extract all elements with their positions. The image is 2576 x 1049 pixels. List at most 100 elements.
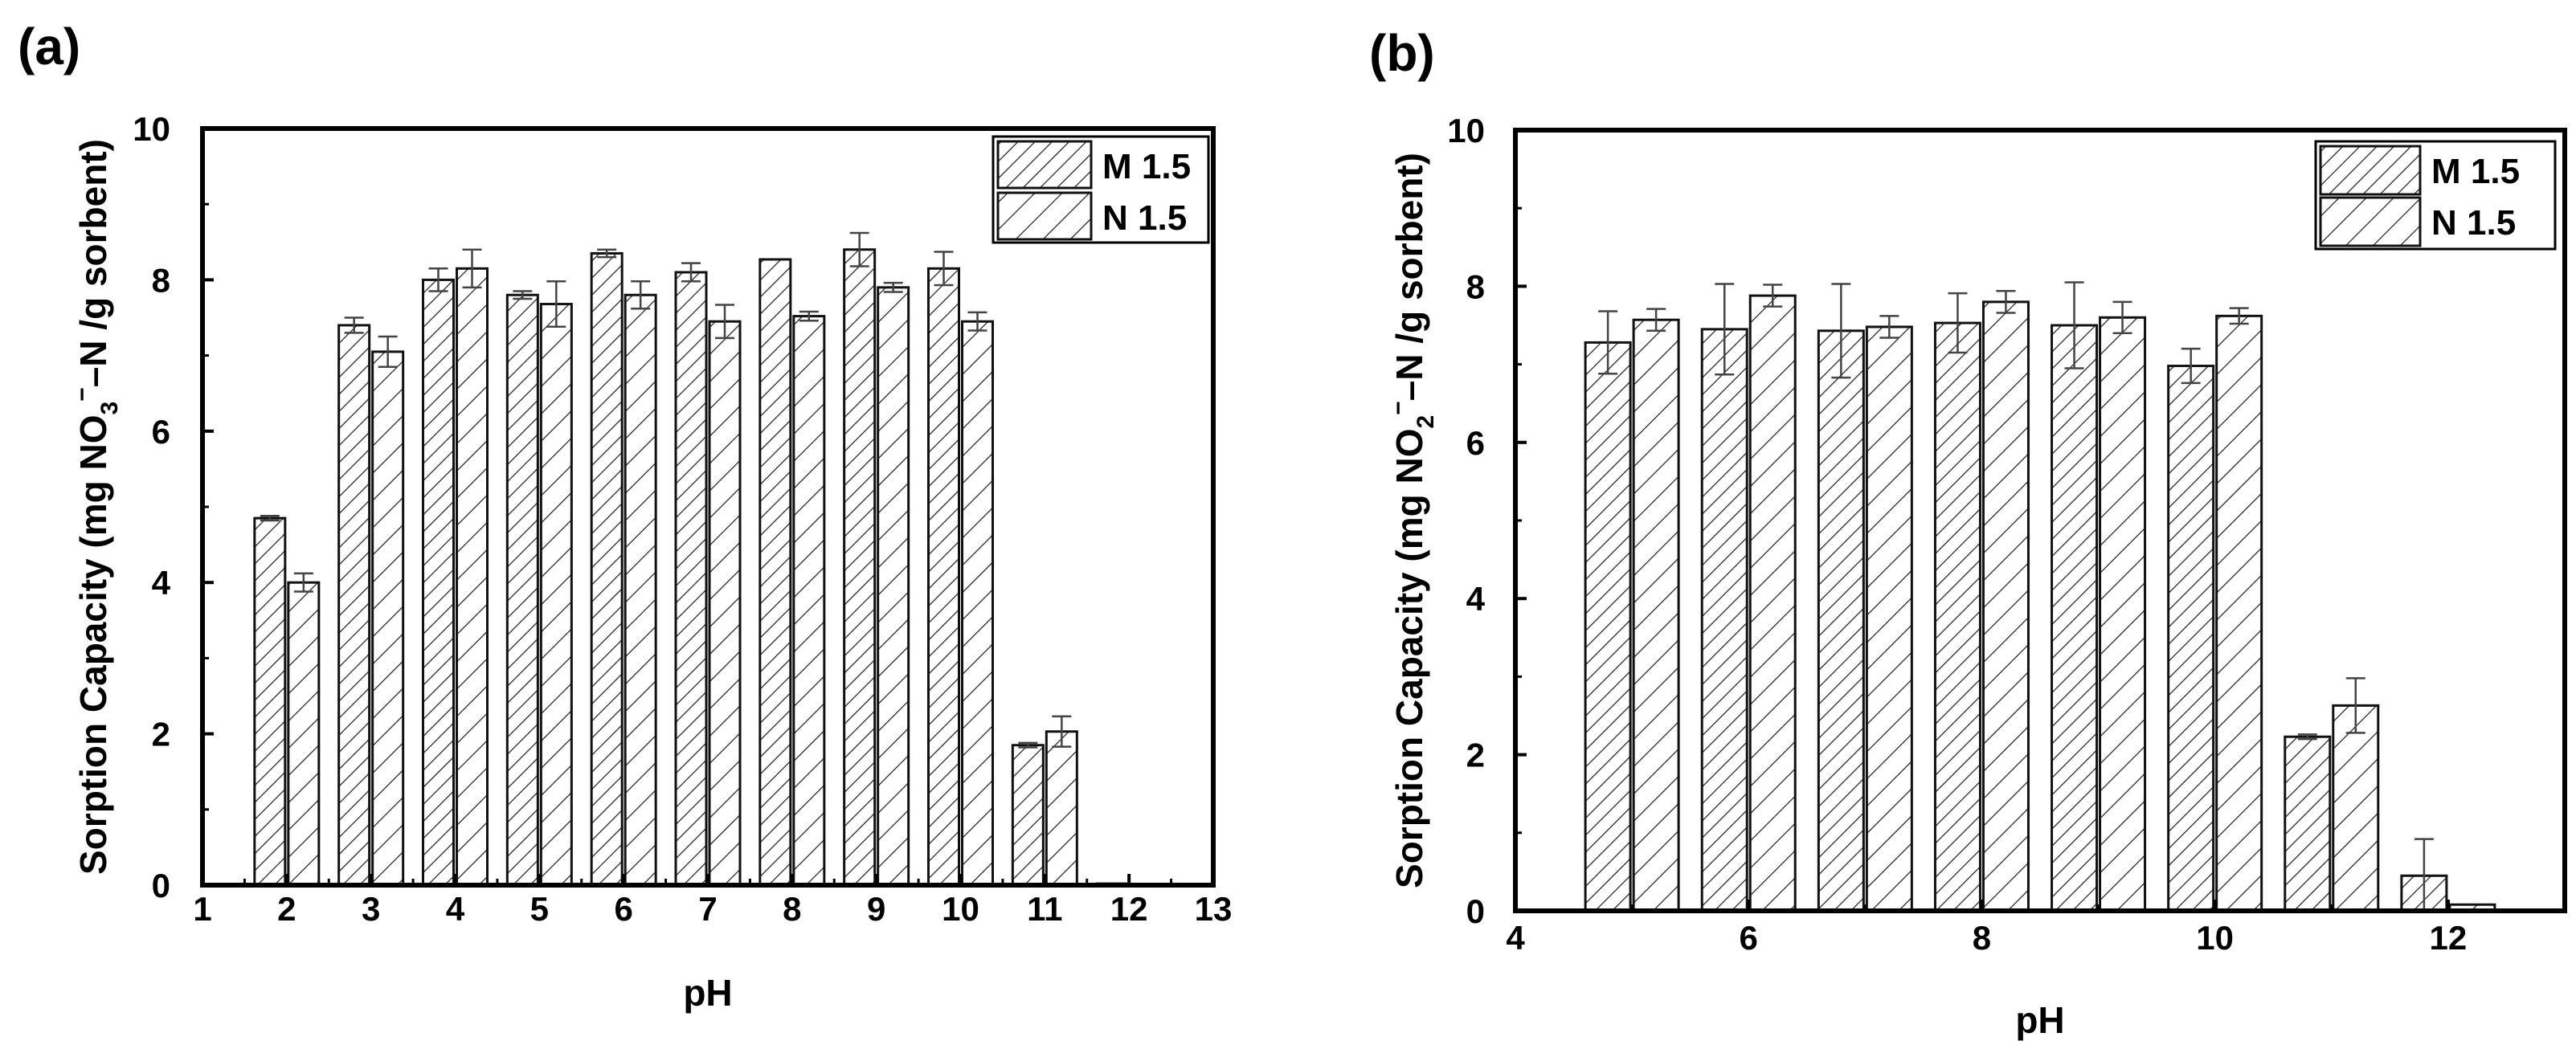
error-bar-a-M15-ph6 xyxy=(597,248,617,259)
x-tick-label-a-7: 7 xyxy=(698,890,717,928)
error-bar-b-M15-ph6 xyxy=(1715,283,1735,376)
bar-a-M15-ph8 xyxy=(758,258,792,887)
x-tick-label-a-13: 13 xyxy=(1195,890,1233,928)
x-tick-label-a-3: 3 xyxy=(362,890,380,928)
legend-label-a-n15: N 1.5 xyxy=(1102,198,1187,238)
legend-a: M 1.5 N 1.5 xyxy=(992,135,1210,244)
bar-b-N15-ph5 xyxy=(1632,318,1680,912)
error-bar-b-M15-ph8 xyxy=(1948,292,1968,354)
bar-b-M15-ph9 xyxy=(2051,324,2099,912)
legend-swatch-a-m15 xyxy=(996,140,1093,190)
bar-b-M15-ph11 xyxy=(2284,735,2332,912)
bar-b-N15-ph10 xyxy=(2215,314,2263,912)
error-bar-a-M15-ph7 xyxy=(681,262,701,283)
error-bar-a-N15-ph11 xyxy=(1052,715,1072,748)
x-tick-label-a-12: 12 xyxy=(1110,890,1148,928)
y-title-a-tail: –N /g sorbent) xyxy=(72,139,114,387)
bar-a-N15-ph5 xyxy=(539,303,573,887)
error-bar-b-N15-ph10 xyxy=(2229,307,2249,325)
bar-a-N15-ph3 xyxy=(371,350,405,887)
y-title-b-sup: − xyxy=(1385,401,1412,415)
bar-a-N15-ph10 xyxy=(961,320,994,887)
x-axis-title-a: pH xyxy=(683,972,732,1014)
y-tick-label-a-10: 10 xyxy=(133,110,170,148)
error-bar-a-M15-ph4 xyxy=(428,267,448,292)
bar-a-N15-ph8 xyxy=(792,315,826,887)
error-bar-a-N15-ph7 xyxy=(715,304,734,340)
x-tick-label-a-5: 5 xyxy=(530,890,549,928)
x-tick-label-a-1: 1 xyxy=(193,890,211,928)
x-tick-label-b-12: 12 xyxy=(2430,919,2468,957)
x-axis-a: 1 2 3 4 5 6 7 8 9 10 11 12 13 xyxy=(193,874,1232,928)
y-axis-title-a: Sorption Capacity (mg NO3−–N /g sorbent) xyxy=(69,139,123,875)
error-bar-b-N15-ph11 xyxy=(2345,677,2365,734)
x-tick-label-a-8: 8 xyxy=(783,890,801,928)
y-title-a-main: Sorption Capacity (mg NO xyxy=(72,414,114,874)
bar-a-M15-ph3 xyxy=(337,324,371,887)
error-bar-b-N15-ph8 xyxy=(1996,289,2016,314)
y-tick-label-a-8: 8 xyxy=(152,261,170,299)
error-bar-a-M15-ph2 xyxy=(260,515,280,522)
y-title-a-sub: 3 xyxy=(96,402,123,415)
bar-b-M15-ph8 xyxy=(1933,321,1981,912)
x-tick-label-a-6: 6 xyxy=(614,890,632,928)
bar-a-N15-ph7 xyxy=(708,320,742,887)
bar-b-N15-ph7 xyxy=(1865,325,1913,912)
bar-b-N15-ph6 xyxy=(1748,294,1797,912)
error-bar-a-M15-ph11 xyxy=(1018,741,1038,749)
legend-swatch-a-n15 xyxy=(996,191,1093,241)
bar-a-M15-ph2 xyxy=(253,516,287,887)
bar-b-N15-ph8 xyxy=(1981,300,2030,912)
bar-b-M15-ph5 xyxy=(1584,341,1632,912)
y-title-b-sub: 2 xyxy=(1413,415,1439,429)
y-axis-a: 0 2 4 6 8 10 xyxy=(133,110,214,904)
x-tick-label-a-11: 11 xyxy=(1027,890,1062,928)
bar-a-N15-ph4 xyxy=(456,267,489,887)
bar-a-N15-ph2 xyxy=(287,581,321,887)
x-tick-label-a-9: 9 xyxy=(867,890,885,928)
y-tick-label-a-0: 0 xyxy=(152,867,170,904)
y-axis-b: 0 2 4 6 8 10 xyxy=(1447,112,1527,930)
y-tick-label-b-10: 10 xyxy=(1447,112,1485,149)
marks-b xyxy=(1584,281,2496,912)
error-bar-a-N15-ph9 xyxy=(883,281,903,293)
legend-label-b-m15: M 1.5 xyxy=(2431,152,2520,191)
x-axis-title-b: pH xyxy=(2015,999,2064,1041)
x-tick-label-a-2: 2 xyxy=(277,890,296,928)
error-bar-b-M15-ph7 xyxy=(1831,283,1851,379)
y-tick-label-b-4: 4 xyxy=(1466,580,1486,618)
bar-a-M15-ph11 xyxy=(1011,744,1045,887)
error-bar-a-M15-ph5 xyxy=(513,290,533,300)
bar-a-M15-ph9 xyxy=(843,248,877,887)
error-bar-a-N15-ph6 xyxy=(631,280,651,310)
error-bar-b-M15-ph5 xyxy=(1598,310,1618,375)
bar-a-M15-ph10 xyxy=(927,267,960,887)
y-axis-title-b: Sorption Capacity (mg NO2−–N /g sorbent) xyxy=(1385,153,1439,888)
y-title-a-sup: − xyxy=(69,387,96,402)
bar-b-M15-ph6 xyxy=(1700,328,1748,912)
y-tick-label-b-2: 2 xyxy=(1466,737,1485,774)
x-tick-label-b-8: 8 xyxy=(1973,919,1991,957)
y-tick-label-a-6: 6 xyxy=(152,413,170,451)
panel-label-b: (b) xyxy=(1369,24,1435,82)
y-tick-label-b-8: 8 xyxy=(1466,267,1485,305)
y-tick-label-a-2: 2 xyxy=(152,716,170,753)
error-bar-b-M15-ph11 xyxy=(2297,733,2317,741)
legend-swatch-b-m15 xyxy=(2319,145,2422,196)
y-tick-label-b-0: 0 xyxy=(1466,892,1485,930)
error-bar-a-N15-ph3 xyxy=(378,335,398,368)
error-bar-b-N15-ph9 xyxy=(2112,300,2132,334)
error-bar-a-N15-ph2 xyxy=(293,572,313,593)
x-tick-label-a-4: 4 xyxy=(446,890,465,928)
error-bar-a-M15-ph10 xyxy=(934,251,954,287)
error-bar-a-M15-ph9 xyxy=(849,231,869,267)
bar-a-N15-ph11 xyxy=(1045,730,1078,887)
bar-a-M15-ph6 xyxy=(590,251,624,887)
bar-a-M15-ph5 xyxy=(505,293,539,887)
legend-label-b-n15: N 1.5 xyxy=(2431,203,2516,243)
error-bar-b-N15-ph5 xyxy=(1646,308,1666,333)
error-bar-a-N15-ph8 xyxy=(799,310,819,322)
x-tick-label-a-10: 10 xyxy=(942,890,979,928)
marks-a xyxy=(253,231,1163,888)
